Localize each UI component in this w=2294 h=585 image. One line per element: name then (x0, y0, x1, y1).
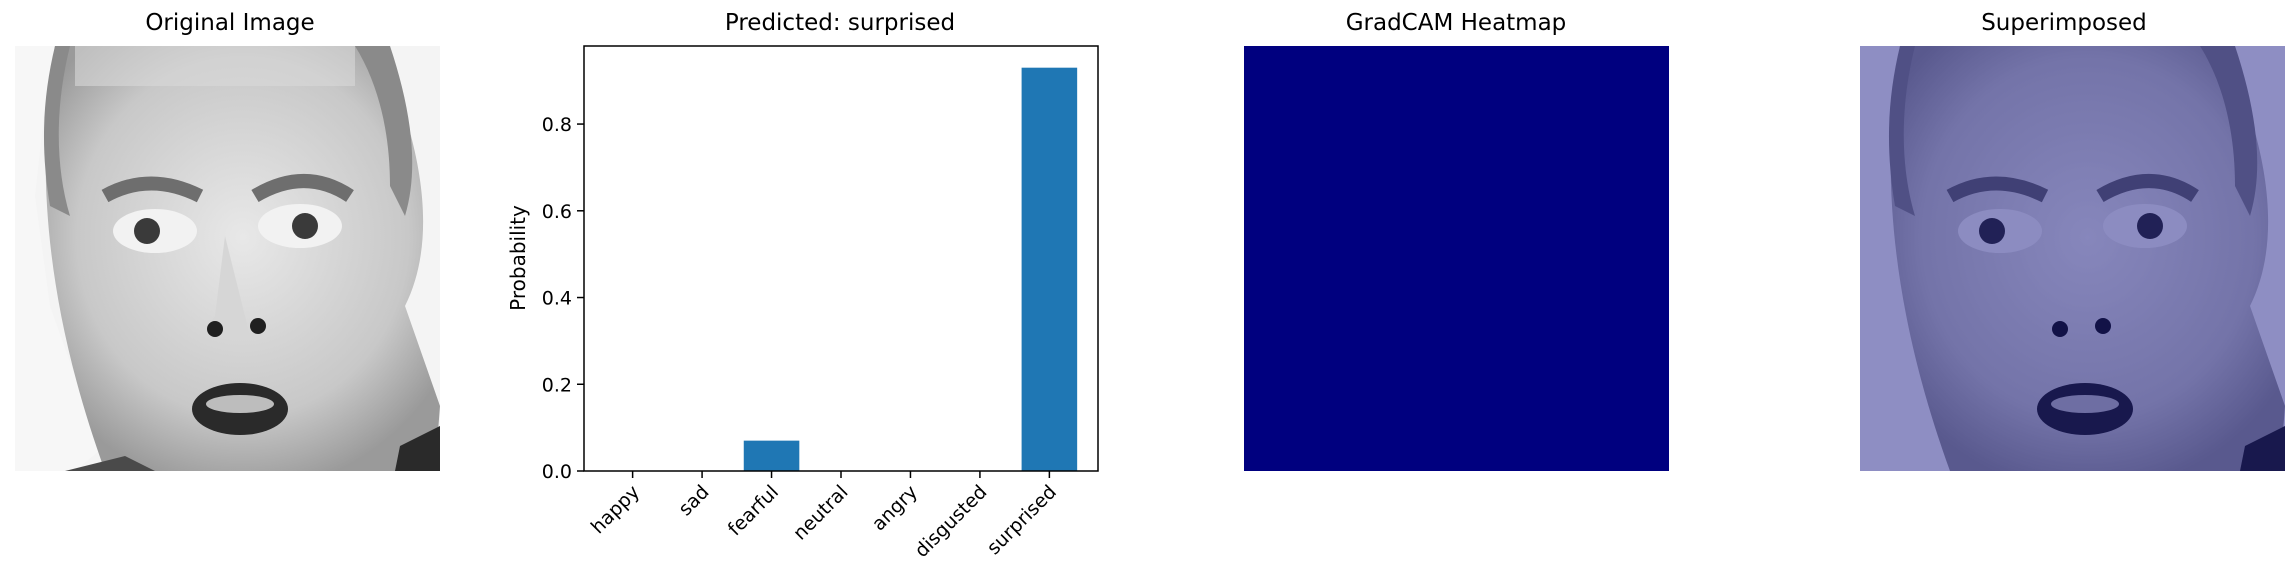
x-tick-label: neutral (789, 481, 853, 545)
x-tick-label: angry (868, 481, 922, 535)
original-image-title: Original Image (145, 10, 315, 36)
chart-title: Predicted: surprised (724, 10, 956, 36)
y-tick-label: 0.0 (542, 461, 572, 483)
x-tick-label: surprised (983, 481, 1061, 559)
x-tick-label: sad (674, 481, 713, 520)
y-tick-label: 0.6 (542, 201, 572, 223)
y-tick-label: 0.8 (542, 114, 572, 136)
superimposed-image (1860, 46, 2285, 471)
x-tick-label: happy (587, 481, 644, 538)
original-face-image (15, 46, 440, 471)
gradcam-heatmap (1244, 46, 1669, 471)
superimposed-face (1860, 46, 2285, 471)
y-tick-label: 0.2 (542, 374, 572, 396)
plot-frame (583, 45, 1099, 472)
bar-surprised (1021, 67, 1078, 472)
x-tick-label: disgusted (911, 481, 992, 562)
gradcam-title: GradCAM Heatmap (1345, 10, 1567, 36)
y-tick-label: 0.4 (542, 288, 572, 310)
y-axis-label: Probability (506, 205, 530, 311)
x-tick-label: fearful (724, 481, 783, 540)
superimposed-title: Superimposed (1981, 10, 2147, 36)
bar-fearful (743, 440, 800, 471)
face-illustration (15, 46, 440, 471)
